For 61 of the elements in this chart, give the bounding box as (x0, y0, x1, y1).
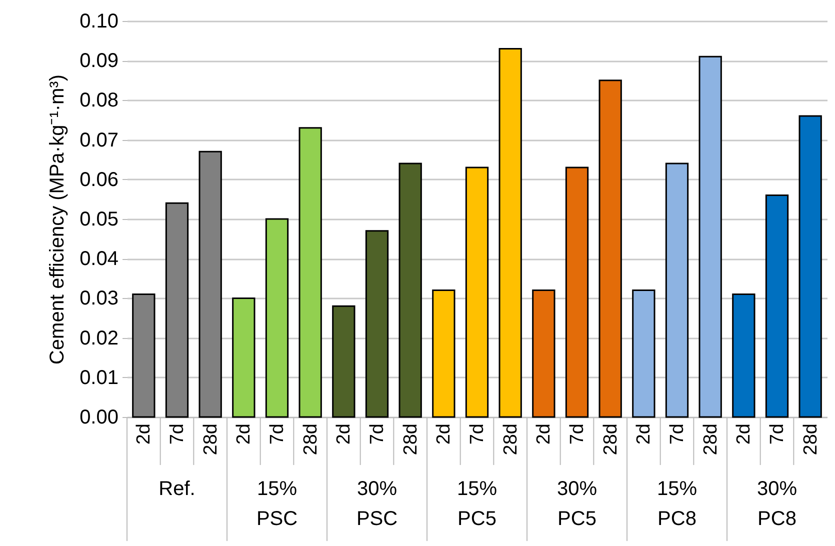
y-tick-label: 0.06 (80, 168, 118, 191)
bar (565, 166, 589, 418)
bar (698, 56, 722, 418)
y-tick-label: 0.01 (80, 366, 118, 389)
bar (498, 48, 522, 418)
bar (632, 290, 656, 418)
bar (165, 202, 189, 418)
x-tick-label: 7d (467, 424, 488, 445)
y-tick-label: 0.08 (80, 90, 118, 112)
bar (665, 162, 689, 418)
x-tick-label: 2d (334, 424, 355, 445)
bar (298, 127, 322, 418)
x-tick-label: 2d (234, 424, 255, 445)
y-tick-label: 0.10 (80, 10, 118, 32)
bar (598, 80, 622, 418)
bar (332, 305, 356, 418)
bar (265, 218, 289, 418)
x-tick-label: 7d (367, 424, 388, 445)
bar (398, 162, 422, 418)
x-tick-label: 2d (634, 424, 655, 445)
text: 15% PC8 (656, 478, 698, 530)
bar (432, 290, 456, 418)
x-tick-label: 28d (300, 424, 322, 456)
bar (232, 297, 256, 418)
y-tick-label: 0.02 (80, 327, 118, 350)
x-tick-label: 7d (167, 424, 188, 445)
bar (132, 293, 156, 418)
y-tick-label: 0.00 (80, 406, 118, 428)
x-tick-label: 28d (200, 424, 222, 456)
x-tick-label: 2d (534, 424, 555, 445)
x-tick-label: 28d (700, 424, 722, 456)
text: Ref. (158, 478, 196, 500)
x-tick-label: 7d (567, 424, 588, 445)
x-tick-label: 7d (267, 424, 288, 445)
bar (798, 115, 822, 418)
bar (198, 150, 222, 418)
text: 30% PC8 (756, 478, 798, 530)
bar (732, 293, 756, 418)
y-tick-label: 0.03 (80, 288, 118, 310)
text: 30% PSC (356, 478, 398, 530)
bar (465, 166, 489, 418)
x-tick-label: 28d (400, 424, 422, 456)
bar (532, 290, 556, 418)
x-tick-label: 28d (600, 424, 622, 456)
y-tick-label: 0.05 (80, 208, 118, 230)
x-tick-label: 7d (667, 424, 688, 445)
text: 15% PC5 (456, 478, 498, 530)
y-tick-label: 0.09 (80, 50, 118, 72)
x-tick-label: 28d (800, 424, 822, 456)
x-tick-label: 2d (434, 424, 455, 445)
bar (365, 230, 389, 418)
bar (765, 194, 789, 418)
y-tick-label: 0.07 (80, 129, 118, 152)
x-tick-label: 7d (767, 424, 788, 445)
x-tick-label: 2d (134, 424, 155, 445)
text: 15% PSC (256, 478, 298, 530)
y-axis-title: Cement efficiency (MPa·kg⁻¹·m³) (46, 74, 69, 365)
text: 30% PC5 (556, 478, 598, 530)
x-tick-label: 28d (500, 424, 522, 456)
x-tick-label: 2d (734, 424, 755, 445)
y-tick-label: 0.04 (80, 248, 118, 270)
